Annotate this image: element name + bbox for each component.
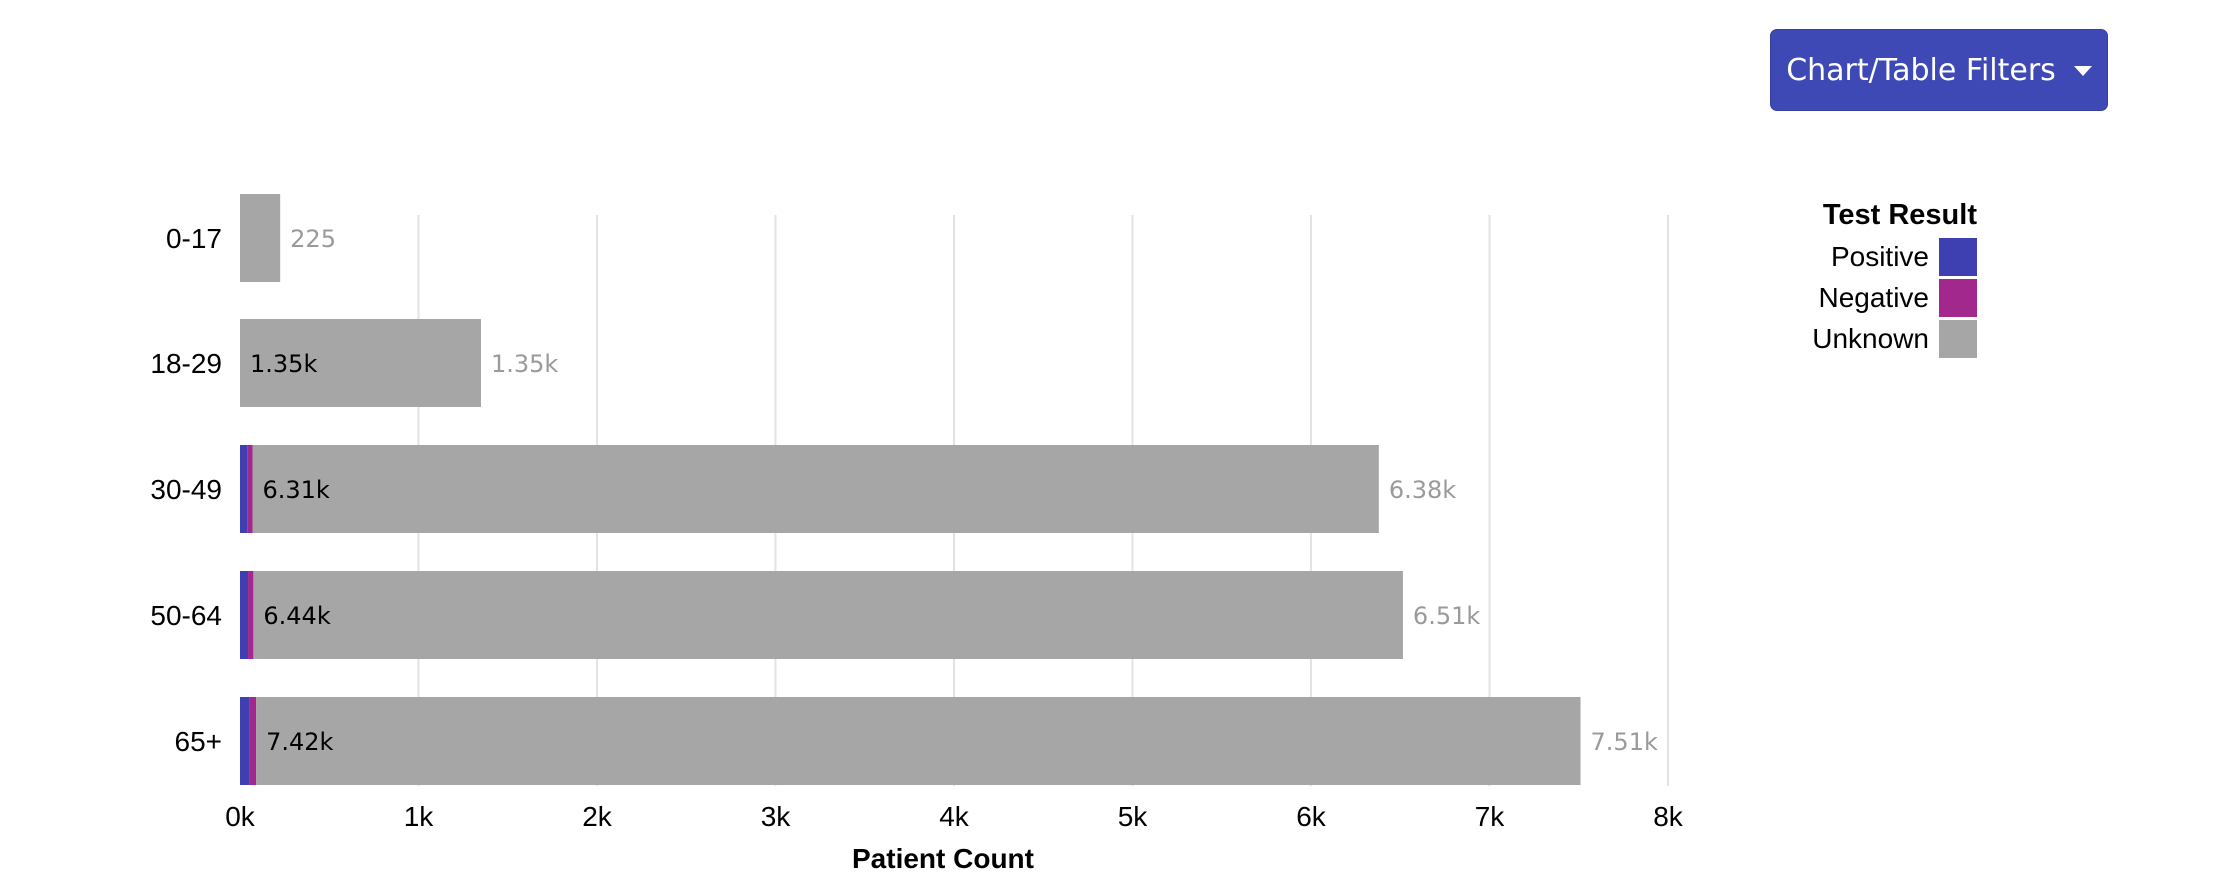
chart-table-filters-button[interactable]: Chart/Table Filters [1770, 29, 2108, 111]
legend-swatch-unknown [1939, 320, 1977, 358]
bar-segment-negative [247, 445, 253, 533]
y-category-label: 18-29 [150, 348, 222, 379]
x-tick-label: 7k [1475, 801, 1506, 832]
bar-segment-positive [240, 571, 249, 659]
bar-total-label: 6.51k [1413, 602, 1480, 630]
x-tick-label: 8k [1653, 801, 1684, 832]
bar-segment-positive [240, 445, 248, 533]
x-tick-label: 2k [582, 801, 613, 832]
x-tick-label: 4k [939, 801, 970, 832]
x-axis-title: Patient Count [852, 843, 1034, 874]
legend-title: Test Result [1823, 199, 1978, 231]
bar-total-label: 6.38k [1389, 476, 1456, 504]
bar-segment-positive [240, 697, 250, 785]
bar-inner-label: 1.35k [250, 350, 317, 378]
bar-total-label: 225 [290, 225, 336, 253]
legend-label: Negative [1818, 282, 1929, 313]
caret-down-icon [2073, 66, 2092, 76]
bar-inner-label: 6.31k [262, 476, 329, 504]
bar-segment-unknown [253, 571, 1403, 659]
bar-total-label: 1.35k [491, 350, 558, 378]
legend-label: Positive [1831, 241, 1929, 272]
bar-segment-unknown [240, 319, 481, 407]
legend-swatch-negative [1939, 279, 1977, 317]
bar-segment-unknown [240, 194, 281, 282]
y-category-label: 0-17 [166, 223, 222, 254]
y-category-label: 30-49 [150, 474, 222, 505]
bar-total-label: 7.51k [1591, 728, 1658, 756]
x-tick-label: 6k [1296, 801, 1327, 832]
x-tick-label: 0k [225, 801, 256, 832]
bar-inner-label: 6.44k [263, 602, 330, 630]
bar-segment-negative [249, 697, 257, 785]
filter-button-label: Chart/Table Filters [1786, 52, 2056, 88]
legend-swatch-positive [1939, 238, 1977, 276]
bar-segment-unknown [252, 445, 1379, 533]
bar-segment-negative [248, 571, 254, 659]
x-tick-label: 1k [404, 801, 435, 832]
bar-segment-unknown [256, 697, 1581, 785]
x-tick-label: 5k [1118, 801, 1149, 832]
y-category-label: 50-64 [150, 600, 222, 631]
bar-inner-label: 7.42k [266, 728, 333, 756]
legend-label: Unknown [1812, 323, 1929, 354]
y-category-label: 65+ [175, 726, 223, 757]
x-tick-label: 3k [761, 801, 792, 832]
